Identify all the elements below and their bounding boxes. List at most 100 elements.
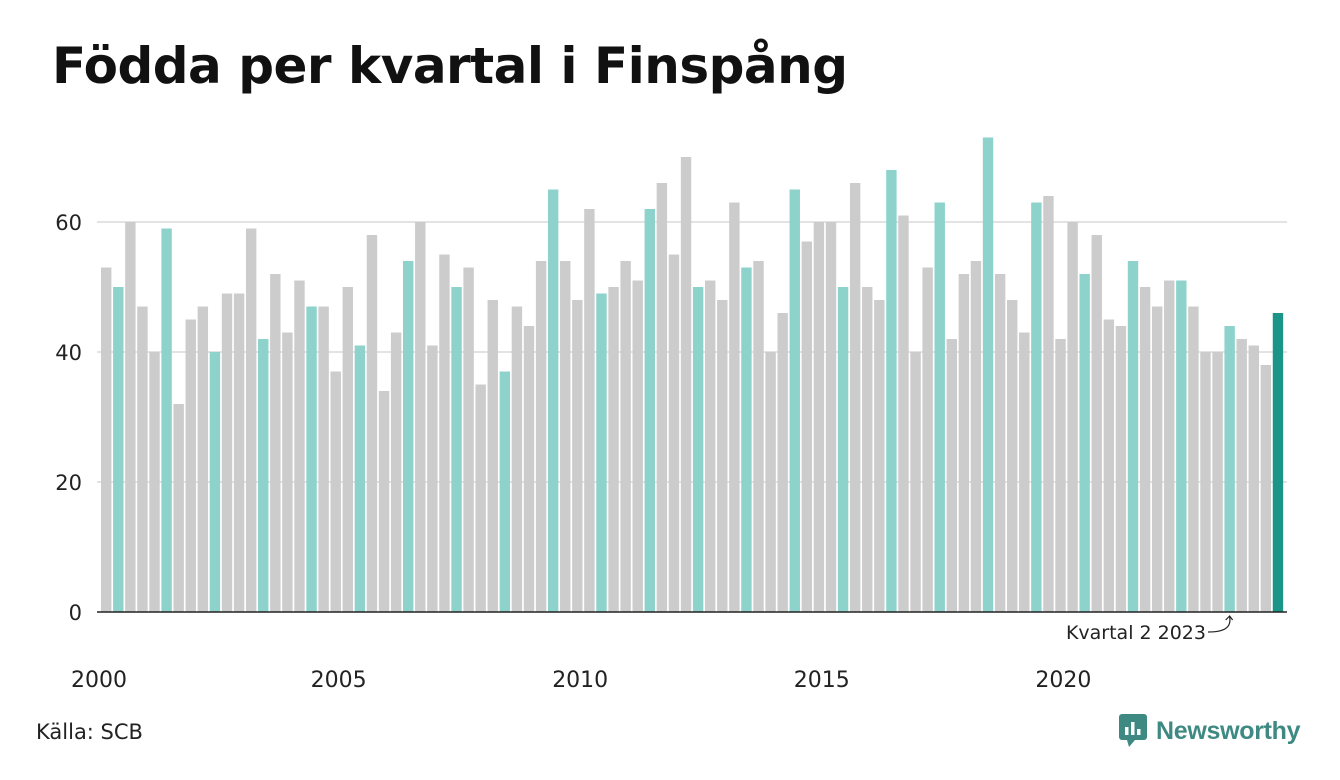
bar	[427, 345, 438, 612]
bar	[958, 274, 970, 612]
bar	[789, 189, 800, 612]
bar	[499, 371, 511, 612]
bar	[403, 261, 414, 612]
bar	[487, 300, 498, 612]
bar	[656, 183, 668, 612]
bar	[221, 293, 233, 612]
source-label: Källa: SCB	[36, 720, 143, 744]
bar	[849, 183, 861, 612]
bar	[1091, 235, 1102, 612]
bar	[209, 352, 221, 612]
x-tick-label: 2010	[552, 668, 608, 693]
bar	[1188, 306, 1199, 612]
bar	[173, 404, 184, 612]
bar	[717, 300, 728, 612]
bar	[318, 306, 329, 612]
bar	[813, 222, 825, 612]
bar	[1115, 326, 1127, 612]
bar	[1164, 280, 1175, 612]
bar	[523, 326, 535, 612]
bar	[451, 287, 462, 612]
bar	[608, 287, 619, 612]
bar	[705, 280, 716, 612]
bar	[547, 189, 559, 612]
bar	[982, 137, 994, 612]
x-tick-label: 2005	[311, 668, 367, 693]
bar	[1031, 202, 1042, 612]
bar	[1139, 287, 1151, 612]
bar	[535, 261, 547, 612]
axes: 0 20 40 60 2000 2005 2010 2015 2020	[55, 211, 1287, 693]
bar	[137, 306, 148, 612]
bar	[801, 241, 813, 612]
bar	[149, 352, 160, 612]
bar	[692, 287, 704, 612]
bar	[330, 371, 341, 612]
bar-chart: 0 20 40 60 2000 2005 2010 2015 2020 Kvartal 2 20…	[55, 137, 1287, 693]
bar	[1260, 365, 1272, 612]
bar	[463, 267, 474, 612]
bar	[874, 300, 885, 612]
bar	[825, 222, 837, 612]
bar	[1007, 300, 1018, 612]
bar	[560, 261, 571, 612]
bar	[729, 202, 740, 612]
bar	[101, 267, 112, 612]
bar	[898, 215, 909, 612]
bar	[1127, 261, 1139, 612]
bar	[777, 313, 788, 612]
bar	[390, 332, 402, 612]
annotation-label: Kvartal 2 2023	[1066, 622, 1206, 644]
bar	[511, 306, 523, 612]
bar	[753, 261, 764, 612]
bar	[668, 254, 680, 612]
y-tick-label: 0	[69, 601, 82, 625]
chart-title: Födda per kvartal i Finspång	[52, 37, 848, 95]
bar	[1067, 222, 1078, 612]
bar	[862, 287, 873, 612]
bar	[1224, 326, 1235, 612]
newsworthy-logo-icon	[1119, 714, 1147, 747]
bar	[596, 293, 607, 612]
bar	[946, 339, 957, 612]
bar	[922, 267, 933, 612]
annotation-arrow	[1207, 615, 1234, 633]
bar	[572, 300, 583, 612]
y-tick-label: 20	[55, 471, 82, 495]
bar	[245, 228, 257, 612]
bar	[934, 202, 945, 612]
y-tick-label: 40	[55, 341, 82, 365]
bar	[680, 157, 692, 612]
bar	[584, 209, 595, 612]
bar	[1019, 332, 1030, 612]
bar	[970, 261, 982, 612]
bar	[1236, 339, 1247, 612]
bar	[620, 261, 631, 612]
y-tick-label: 60	[55, 211, 82, 235]
bar	[1272, 313, 1284, 612]
bar	[354, 345, 366, 612]
bar	[1079, 274, 1090, 612]
bar	[886, 170, 897, 612]
bar	[439, 254, 450, 612]
bar	[1200, 352, 1211, 612]
bar	[1176, 280, 1187, 612]
bar	[765, 352, 776, 612]
bar	[185, 319, 196, 612]
x-tick-label: 2015	[794, 668, 850, 693]
bar	[342, 287, 353, 612]
bar	[1151, 306, 1163, 612]
bar	[1248, 345, 1259, 612]
bar	[294, 280, 305, 612]
annotation: Kvartal 2 2023	[1066, 615, 1234, 644]
bar	[741, 267, 752, 612]
brand-logo: Newsworthy	[1118, 713, 1301, 749]
bar	[632, 280, 643, 612]
bar	[282, 332, 293, 612]
bar	[161, 228, 172, 612]
bar	[306, 306, 317, 612]
bar	[1055, 339, 1066, 612]
bar	[475, 384, 486, 612]
bar	[125, 222, 136, 612]
bar	[113, 287, 124, 612]
